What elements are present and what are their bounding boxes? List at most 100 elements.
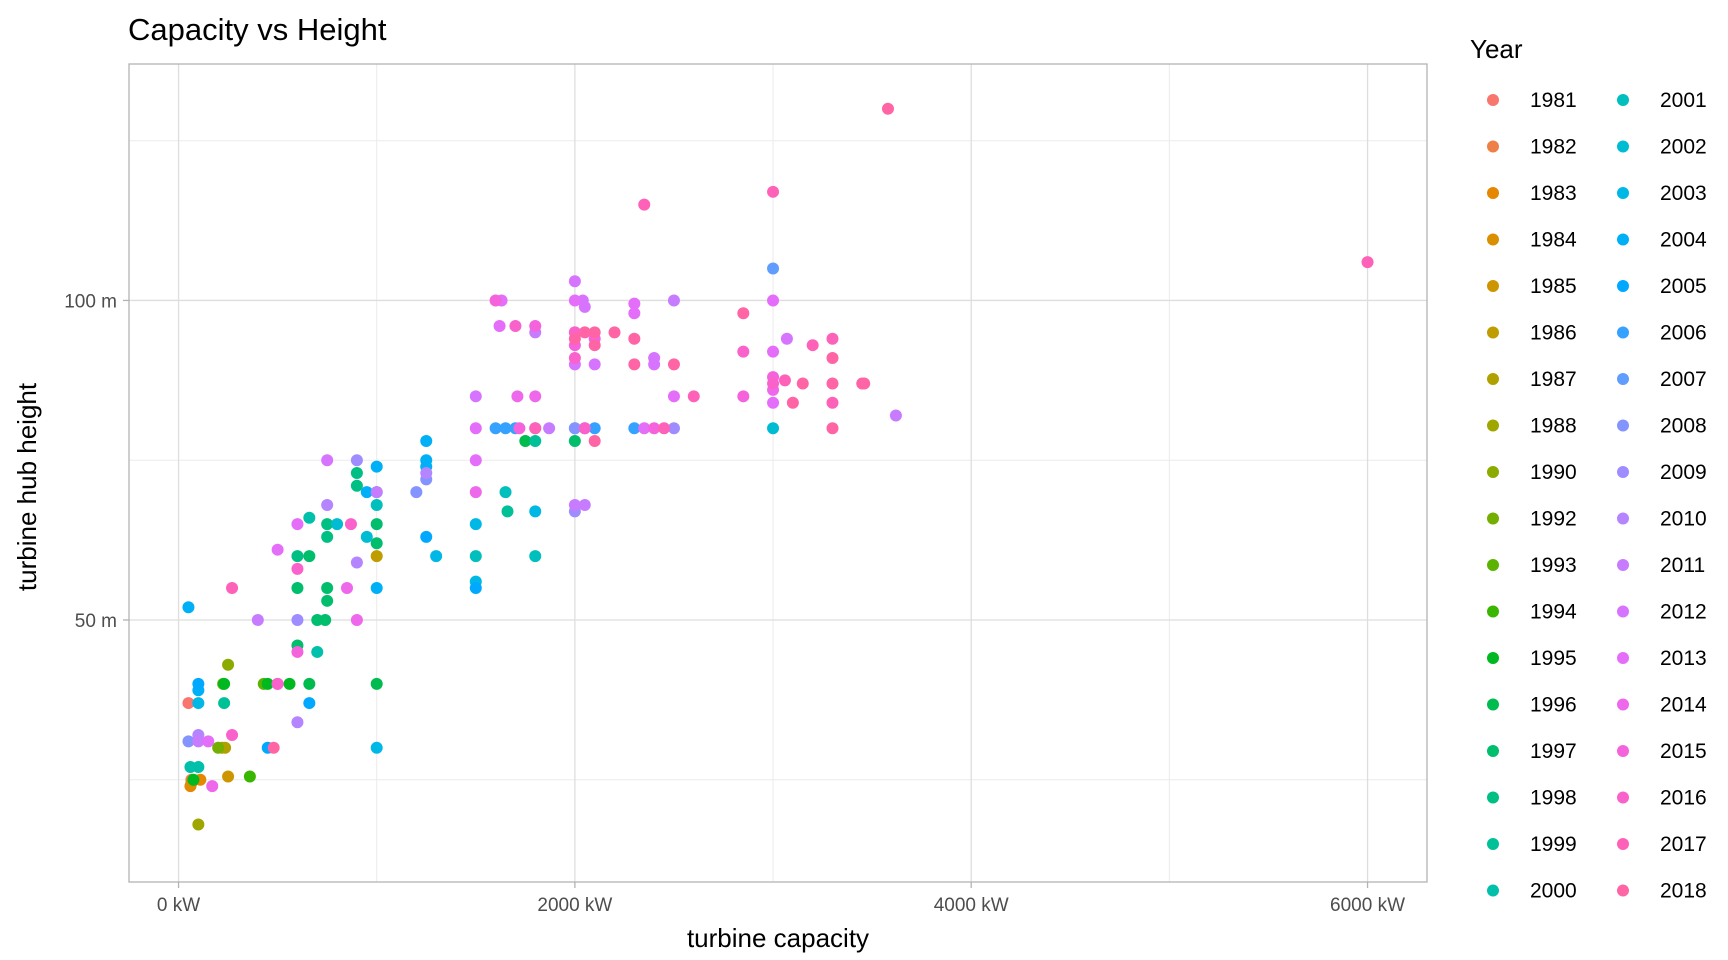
data-point [182,601,195,614]
data-point [218,697,231,710]
legend-label: 2015 [1660,740,1707,763]
data-point [568,498,581,511]
data-point [226,582,239,595]
data-point [1361,256,1374,269]
legend-label: 2001 [1660,89,1707,112]
data-point [501,505,514,518]
data-point [628,332,641,345]
data-point [529,390,542,403]
data-point [212,741,225,754]
data-point [370,537,383,550]
data-point [182,697,195,710]
legend-label: 1995 [1530,647,1577,670]
data-point [578,300,591,313]
data-point [568,332,581,345]
data-point [303,550,316,563]
data-point [303,511,316,524]
data-point [588,422,601,435]
data-point [767,262,780,275]
legend-label: 1984 [1530,229,1577,252]
data-point [489,422,502,435]
data-point [578,422,591,435]
data-point [291,550,304,563]
data-point [344,518,357,531]
data-point [767,345,780,358]
data-point [737,345,750,358]
data-point [370,460,383,473]
data-point [499,422,512,435]
plot-background [129,64,1427,882]
data-point [469,582,482,595]
legend-key [1487,884,1499,897]
legend-label: 1993 [1530,554,1577,577]
data-point [226,729,239,742]
data-point [608,326,621,339]
x-axis-label: turbine capacity [687,923,869,953]
data-point [360,486,373,499]
legend-label: 2007 [1660,368,1707,391]
legend-key [1487,512,1499,525]
data-point [321,582,334,595]
data-point [796,377,809,390]
data-point [588,435,601,448]
plot-frame [128,63,1428,883]
legend-label: 2000 [1530,880,1577,903]
data-point [568,422,581,435]
legend-key [1617,605,1629,618]
data-point [578,326,591,339]
data-point [420,467,433,479]
data-point [370,518,383,531]
minor-gridlines [129,64,1427,882]
data-point [321,594,334,607]
data-point [778,374,791,387]
data-point [350,613,363,626]
data-point [826,396,839,409]
y-axis-label: turbine hub height [12,382,42,591]
data-point [251,613,264,626]
legend-key [1487,838,1499,850]
data-point [350,479,363,492]
legend-label: 1990 [1530,461,1577,484]
legend-key [1617,140,1629,153]
data-point [291,645,304,658]
data-point [826,422,839,435]
data-point [192,818,205,831]
data-point [529,435,542,448]
data-point [192,735,205,748]
legend-key [1617,373,1629,385]
data-point [469,422,482,435]
data-point [218,677,231,690]
data-point [243,770,256,783]
data-point [370,582,383,595]
data-point [588,326,601,339]
y-tick-label: 100 m [64,291,117,312]
data-point [469,518,482,531]
legend-label: 2006 [1660,322,1707,345]
data-point [543,422,556,435]
legend-key [1617,233,1629,246]
data-point [321,454,334,467]
legend-key [1487,745,1499,757]
data-point [499,486,512,499]
y-axis-ticks: 50 m 100 m [64,291,129,632]
data-point [493,320,506,333]
data-point [420,435,433,448]
legend-label: 1986 [1530,322,1577,345]
x-tick-label: 6000 kW [1330,895,1405,916]
legend-label: 1998 [1530,787,1577,810]
data-point [767,294,780,307]
legend-items: 1981 1982 1983 1984 1985 1986 1987 1988 1990 1992… [1487,89,1707,903]
legend-label: 1994 [1530,601,1577,624]
data-point [303,677,316,690]
data-point [667,358,680,371]
legend-key [1487,326,1499,339]
legend-key [1617,187,1629,199]
data-point [509,320,522,333]
data-point [767,396,780,409]
data-point [767,377,780,390]
data-point [321,518,334,531]
legend-key [1617,652,1629,664]
data-point [737,390,750,403]
legend-key [1487,187,1499,199]
data-point [638,422,651,435]
